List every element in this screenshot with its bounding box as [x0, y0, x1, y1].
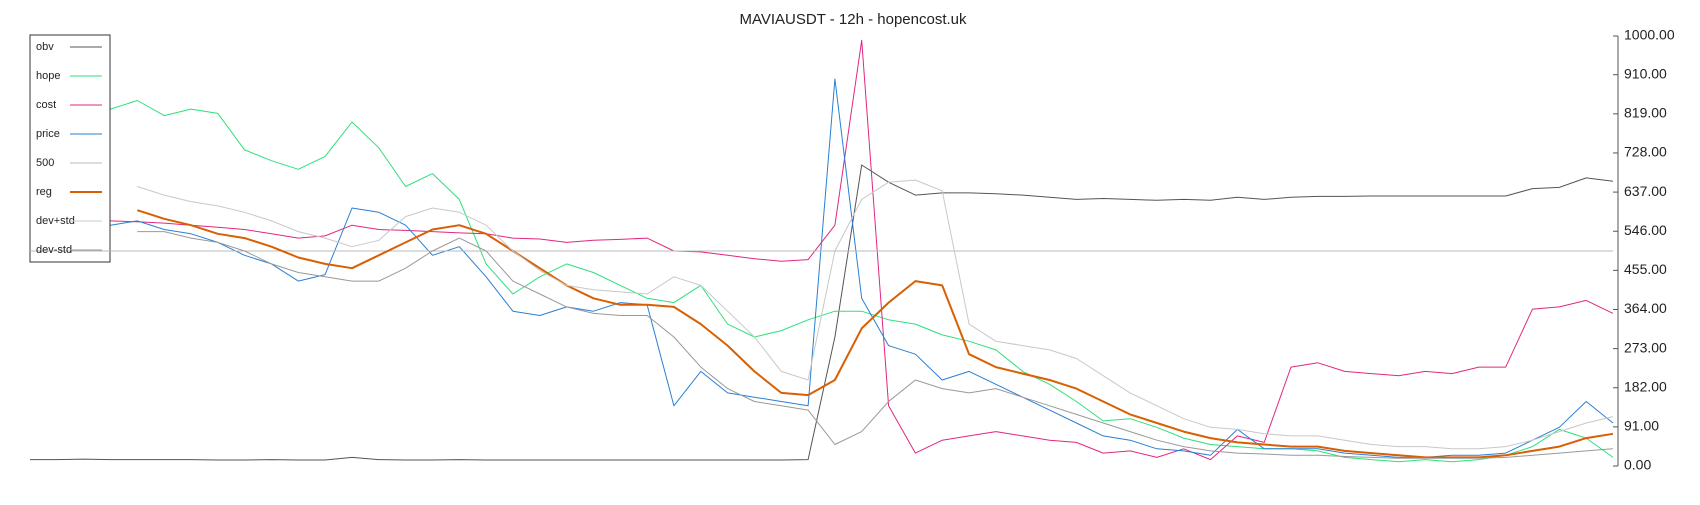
legend-label: hope [36, 70, 60, 82]
y-tick-label: 910.00 [1624, 65, 1667, 81]
series-line [110, 78, 1614, 458]
y-tick-label: 0.00 [1624, 457, 1651, 473]
y-tick-label: 819.00 [1624, 105, 1667, 121]
series-line [136, 209, 1614, 459]
y-tick-label: 637.00 [1624, 183, 1667, 199]
legend-label: 500 [36, 157, 54, 169]
y-tick-label: 455.00 [1624, 261, 1667, 277]
series-line [110, 100, 1614, 463]
legend-label: dev+std [36, 215, 75, 227]
series-line [137, 179, 1614, 450]
y-tick-label: 273.00 [1624, 339, 1667, 355]
legend-label: cost [36, 99, 56, 111]
series-line [30, 164, 1614, 461]
y-tick-label: 364.00 [1624, 300, 1667, 316]
y-tick-label: 728.00 [1624, 144, 1667, 160]
series-line [110, 39, 1614, 461]
legend-label: price [36, 128, 60, 140]
y-tick-label: 91.00 [1624, 418, 1659, 434]
legend-label: obv [36, 41, 54, 53]
y-tick-label: 1000.00 [1624, 27, 1675, 43]
legend [29, 34, 111, 263]
chart-title: MAVIAUSDT - 12h - hopencost.uk [739, 11, 967, 28]
y-tick-label: 546.00 [1624, 222, 1667, 238]
y-tick-label: 182.00 [1624, 378, 1667, 394]
legend-label: dev-std [36, 244, 72, 256]
legend-label: reg [36, 186, 52, 198]
series-line [137, 231, 1614, 459]
